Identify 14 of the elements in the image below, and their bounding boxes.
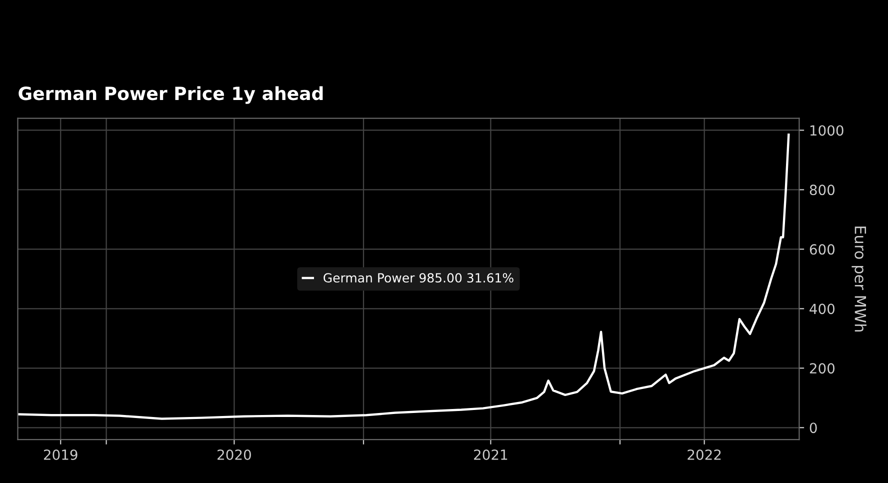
y-tick-label: 400 xyxy=(810,304,835,314)
y-tick-label: 1000 xyxy=(810,125,844,136)
y-tick-label: 200 xyxy=(810,363,835,374)
y-axis-title: Euro per MWh xyxy=(852,226,866,332)
x-tick-label: 2021 xyxy=(474,449,508,460)
y-tick-label: 800 xyxy=(810,184,835,196)
x-tick-label: 2020 xyxy=(218,449,251,460)
y-tick-label: 0 xyxy=(810,422,817,434)
chart-title: German Power Price 1y ahead xyxy=(18,86,323,104)
y-tick-label: 600 xyxy=(810,244,835,255)
x-tick-label: 2019 xyxy=(44,449,78,460)
legend-label: German Power 985.00 31.61% xyxy=(324,273,514,283)
x-tick-label: 2022 xyxy=(688,449,721,460)
line-series xyxy=(18,134,790,420)
